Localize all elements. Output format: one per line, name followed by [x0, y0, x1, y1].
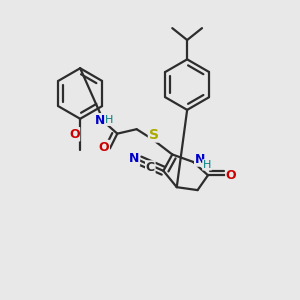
Text: O: O — [69, 128, 80, 141]
Text: H: H — [203, 160, 211, 170]
Text: O: O — [99, 140, 109, 154]
Text: O: O — [226, 169, 236, 182]
Text: H: H — [105, 115, 113, 125]
Text: N: N — [195, 153, 205, 166]
Text: N: N — [129, 152, 140, 165]
Text: S: S — [148, 128, 159, 142]
Text: C: C — [146, 161, 155, 174]
Text: N: N — [95, 114, 106, 127]
